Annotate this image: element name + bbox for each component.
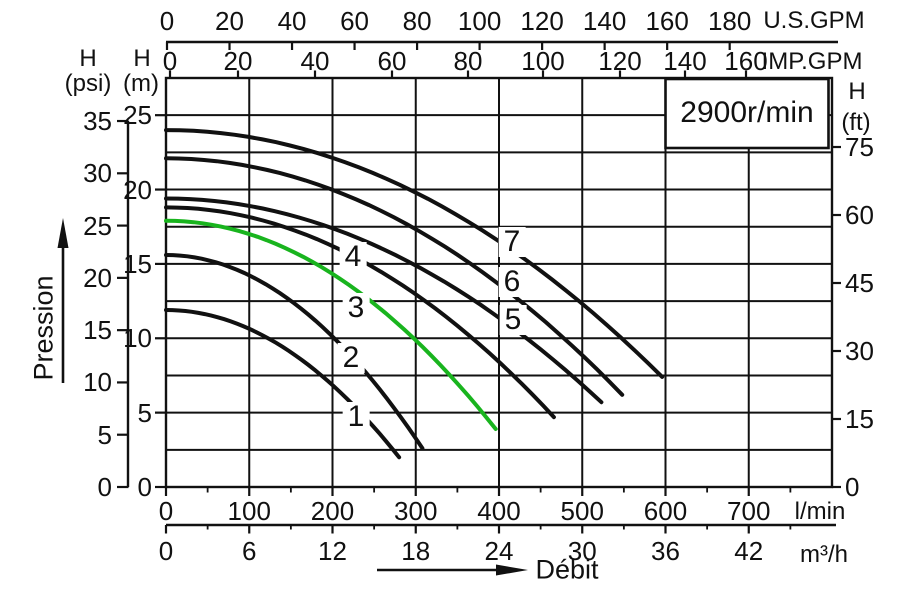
curve-2 xyxy=(164,253,425,451)
us-gpm-tick-120: 120 xyxy=(520,6,564,36)
m3h-tick-12: 12 xyxy=(318,536,347,566)
psi-tick-25: 25 xyxy=(83,210,112,241)
us-gpm-unit-label: U.S.GPM xyxy=(763,7,865,34)
imp-gpm-tick-40: 40 xyxy=(300,46,330,76)
us-gpm-tick-140: 140 xyxy=(582,6,627,36)
flow-axis-label: Débit xyxy=(535,554,599,585)
m-tick-5: 5 xyxy=(137,397,152,428)
l-min-tick-400: 400 xyxy=(477,496,521,526)
l-min-tick-600: 600 xyxy=(643,496,688,526)
psi-tick-30: 30 xyxy=(83,158,112,189)
speed-label-box xyxy=(664,77,830,150)
psi-axis-title: H xyxy=(79,45,97,72)
imp-gpm-tick-80: 80 xyxy=(453,46,483,76)
ft-tick-75: 75 xyxy=(845,132,874,162)
psi-tick-20: 20 xyxy=(83,262,112,293)
ft-axis-unit: (ft) xyxy=(841,109,871,136)
psi-axis-unit: (psi) xyxy=(64,70,112,97)
ft-tick-15: 15 xyxy=(845,404,874,434)
curve-label-1: 1 xyxy=(342,402,370,432)
ft-tick-45: 45 xyxy=(845,268,874,298)
curve-6 xyxy=(164,156,625,397)
us-gpm-tick-100: 100 xyxy=(457,6,502,36)
us-gpm-tick-80: 80 xyxy=(402,6,432,36)
psi-tick-10: 10 xyxy=(83,367,112,398)
m3h-tick-18: 18 xyxy=(401,536,431,566)
m3h-tick-30: 30 xyxy=(567,536,597,566)
curve-label-2: 2 xyxy=(337,343,365,373)
speed-label: 2900r/min xyxy=(680,96,814,129)
m-tick-15: 15 xyxy=(123,248,152,279)
l-min-tick-100: 100 xyxy=(227,496,271,526)
curve-label-7: 7 xyxy=(498,227,526,257)
curve-5 xyxy=(164,196,604,405)
imp-gpm-tick-140: 140 xyxy=(663,46,707,76)
ft-tick-60: 60 xyxy=(845,200,874,230)
pressure-axis-label: Pression xyxy=(28,275,59,381)
us-gpm-tick-40: 40 xyxy=(277,6,307,36)
curve-label-4: 4 xyxy=(339,242,367,272)
imp-gpm-tick-20: 20 xyxy=(223,46,253,76)
psi-tick-5: 5 xyxy=(97,419,112,450)
imp-gpm-tick-100: 100 xyxy=(521,46,565,76)
l-min-tick-700: 700 xyxy=(727,496,771,526)
imp-gpm-tick-120: 120 xyxy=(598,46,642,76)
l-min-tick-0: 0 xyxy=(158,496,174,526)
m3h-tick-6: 6 xyxy=(242,536,257,566)
us-gpm-tick-0: 0 xyxy=(159,6,175,36)
psi-tick-15: 15 xyxy=(83,315,112,346)
us-gpm-tick-20: 20 xyxy=(215,6,244,36)
imp-gpm-tick-0: 0 xyxy=(162,46,178,76)
m3h-tick-24: 24 xyxy=(484,536,514,566)
l-min-tick-500: 500 xyxy=(560,496,604,526)
imp-gpm-tick-60: 60 xyxy=(377,46,407,76)
l-min-tick-300: 300 xyxy=(394,496,438,526)
curve-1 xyxy=(164,308,402,460)
l-min-tick-200: 200 xyxy=(310,496,355,526)
us-gpm-tick-160: 160 xyxy=(645,6,689,36)
imp-gpm-tick-160: 160 xyxy=(724,46,768,76)
imp-gpm-unit-label: IMP.GPM xyxy=(761,48,863,75)
m-tick-25: 25 xyxy=(123,100,152,131)
pressure-arrow-icon xyxy=(57,218,69,383)
us-gpm-tick-180: 180 xyxy=(707,6,752,36)
m-axis-title: H xyxy=(133,45,151,72)
curve-label-6: 6 xyxy=(498,267,526,297)
axes-and-ticks xyxy=(117,40,841,534)
curve-3 xyxy=(164,218,498,431)
m-tick-10: 10 xyxy=(123,323,152,354)
m3h-tick-36: 36 xyxy=(651,536,680,566)
psi-tick-0: 0 xyxy=(97,472,112,502)
m-axis-unit: (m) xyxy=(123,70,159,97)
ft-tick-30: 30 xyxy=(845,336,874,366)
curve-label-5: 5 xyxy=(499,305,527,335)
ft-axis-title: H xyxy=(848,78,866,105)
flow-arrow-icon xyxy=(377,564,528,576)
ft-tick-0: 0 xyxy=(845,472,860,502)
us-gpm-tick-60: 60 xyxy=(340,6,370,36)
m3h-unit-label: m³/h xyxy=(800,541,848,568)
m-tick-0: 0 xyxy=(137,472,152,502)
m-tick-20: 20 xyxy=(123,174,152,205)
l-min-unit-label: l/min xyxy=(794,498,846,525)
curve-label-3: 3 xyxy=(342,293,370,323)
psi-tick-35: 35 xyxy=(83,106,112,137)
pump-curves xyxy=(164,128,665,460)
m3h-tick-0: 0 xyxy=(158,536,174,566)
curve-7 xyxy=(164,128,665,379)
m3h-tick-42: 42 xyxy=(734,536,764,566)
